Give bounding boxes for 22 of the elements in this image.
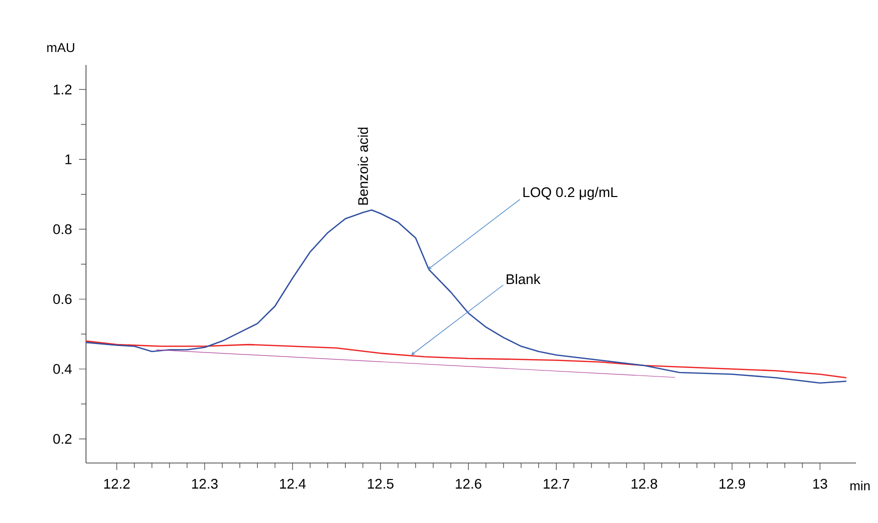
x-tick-label: 12.9 <box>720 478 745 489</box>
y-tick-label: 0.4 <box>53 364 72 374</box>
line-series <box>85 209 847 384</box>
y-tick-label: 0.8 <box>53 224 72 234</box>
x-tick-label: 12.3 <box>192 478 218 489</box>
y-tick-label: 1 <box>65 154 72 164</box>
x-tick-label: 12.4 <box>280 478 306 489</box>
x-tick-label: 12.2 <box>104 478 130 489</box>
x-axis-title: min <box>850 480 870 490</box>
x-tick-label: 12.5 <box>368 478 394 489</box>
y-tick-label: 0.6 <box>53 294 72 304</box>
x-tick-label: 12.8 <box>632 478 658 489</box>
line-series <box>85 340 847 378</box>
annotation: LOQ 0.2 μg/mL <box>523 186 618 200</box>
y-tick-label: 0.2 <box>53 434 72 444</box>
annotation: Benzoic acid <box>358 128 368 205</box>
x-tick-label: 13 <box>813 478 828 489</box>
y-tick-label: 1.2 <box>54 84 72 94</box>
y-axis-title: mAU <box>47 43 74 52</box>
x-tick-label: 12.7 <box>544 478 570 489</box>
x-tick-label: 12.6 <box>456 478 482 489</box>
annotation: Blank <box>506 274 540 284</box>
